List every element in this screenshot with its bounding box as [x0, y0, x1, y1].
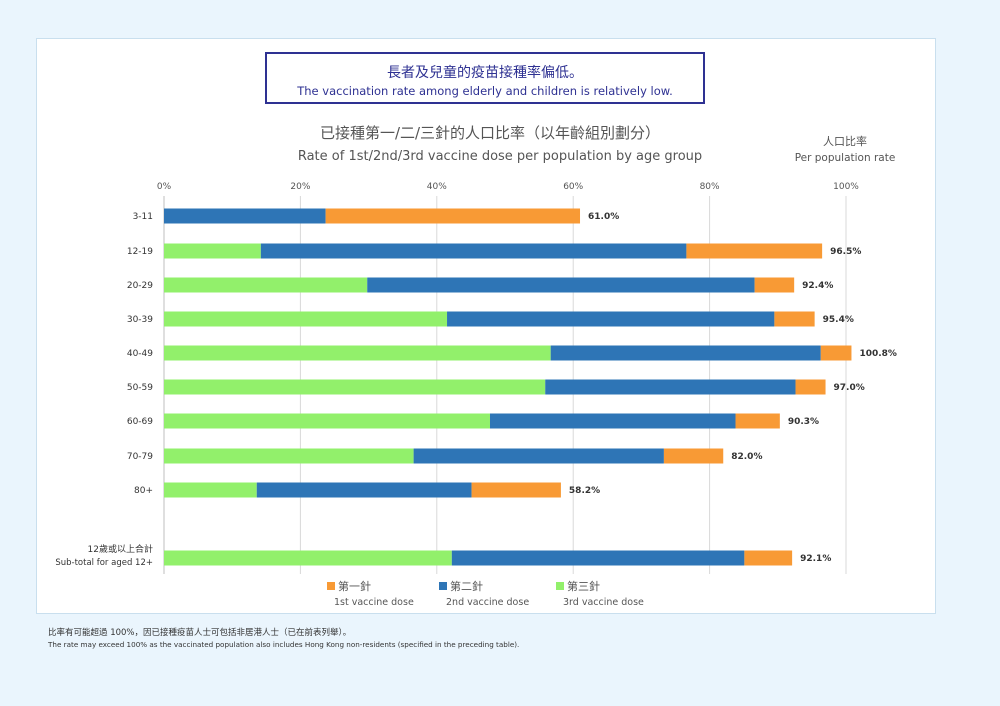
bar-segment: [663, 448, 724, 464]
legend-swatch: [439, 582, 447, 590]
chart-title-en: Rate of 1st/2nd/3rd vaccine dose per pop…: [297, 149, 703, 164]
bar-segment: [686, 243, 823, 259]
bar-segment: [164, 311, 448, 327]
category-sublabel: Sub-total for aged 12+: [55, 558, 153, 568]
bar-segment: [413, 448, 664, 464]
bar-segment: [164, 208, 326, 224]
legend-swatch: [556, 582, 564, 590]
x-tick-label: 60%: [563, 182, 583, 192]
unit-label-zh: 人口比率: [823, 135, 867, 148]
total-data-label: 92.4%: [802, 281, 833, 291]
bar-segment: [164, 243, 261, 259]
x-tick-label: 80%: [700, 182, 720, 192]
chart-title-zh: 已接種第一/二/三針的人口比率（以年齡組別劃分）: [319, 124, 661, 142]
bar-segment: [164, 482, 257, 498]
bar-segment: [774, 311, 815, 327]
legend-label-en: 1st vaccine dose: [334, 597, 414, 608]
legend-label-en: 3rd vaccine dose: [563, 597, 644, 608]
category-label: 70-79: [127, 452, 153, 462]
bar-segment: [164, 277, 368, 293]
bar-segment: [260, 243, 687, 259]
footnote-zh: 比率有可能超過 100%，因已接種疫苗人士可包括非居港人士（已在前表列舉）。: [48, 628, 352, 638]
legend-swatch: [327, 582, 335, 590]
legend-label-zh: 第三針: [567, 579, 600, 593]
category-label: 20-29: [127, 281, 153, 291]
bar-segment: [545, 379, 796, 395]
x-tick-label: 40%: [427, 182, 447, 192]
bar-segment: [489, 413, 736, 429]
total-data-label: 92.1%: [800, 554, 831, 564]
footnote-en: The rate may exceed 100% as the vaccinat…: [48, 640, 520, 649]
x-tick-label: 20%: [290, 182, 310, 192]
total-data-label: 96.5%: [830, 247, 861, 257]
bar-segment: [256, 482, 472, 498]
category-label: 50-59: [127, 383, 153, 393]
category-label: 80+: [134, 486, 153, 496]
category-label: 30-39: [127, 315, 153, 325]
x-tick-label: 0%: [157, 182, 172, 192]
bar-segment: [447, 311, 775, 327]
bar-segment: [471, 482, 561, 498]
total-data-label: 100.8%: [859, 349, 897, 359]
category-label: 3-11: [133, 212, 153, 222]
total-data-label: 61.0%: [588, 212, 619, 222]
category-label: 40-49: [127, 349, 153, 359]
total-data-label: 95.4%: [823, 315, 854, 325]
bar-segment: [164, 413, 490, 429]
key-message-callout: 長者及兒童的疫苗接種率偏低。 The vaccination rate amon…: [265, 52, 705, 104]
x-tick-label: 100%: [833, 182, 859, 192]
total-data-label: 82.0%: [731, 452, 762, 462]
bar-segment: [164, 379, 546, 395]
bar-segment: [735, 413, 780, 429]
unit-label-en: Per population rate: [794, 152, 896, 164]
bar-segment: [164, 345, 551, 361]
legend-label-zh: 第二針: [450, 579, 483, 593]
bar-segment: [325, 208, 581, 224]
bar-segment: [164, 550, 452, 566]
category-label: 60-69: [127, 417, 153, 427]
category-label: 12歲或以上合計: [88, 543, 153, 555]
total-data-label: 58.2%: [569, 486, 600, 496]
bar-segment: [744, 550, 793, 566]
callout-text-en: The vaccination rate among elderly and c…: [297, 84, 673, 98]
legend-label-en: 2nd vaccine dose: [446, 597, 529, 608]
callout-text-zh: 長者及兒童的疫苗接種率偏低。: [387, 65, 583, 81]
bar-segment: [164, 448, 414, 464]
bar-segment: [367, 277, 755, 293]
total-data-label: 97.0%: [834, 383, 865, 393]
category-label: 12-19: [127, 247, 153, 257]
bar-segment: [451, 550, 745, 566]
bar-segment: [820, 345, 852, 361]
bar-segment: [795, 379, 826, 395]
total-data-label: 90.3%: [788, 417, 819, 427]
legend-label-zh: 第一針: [338, 579, 371, 593]
bar-segment: [550, 345, 821, 361]
bar-segment: [754, 277, 795, 293]
